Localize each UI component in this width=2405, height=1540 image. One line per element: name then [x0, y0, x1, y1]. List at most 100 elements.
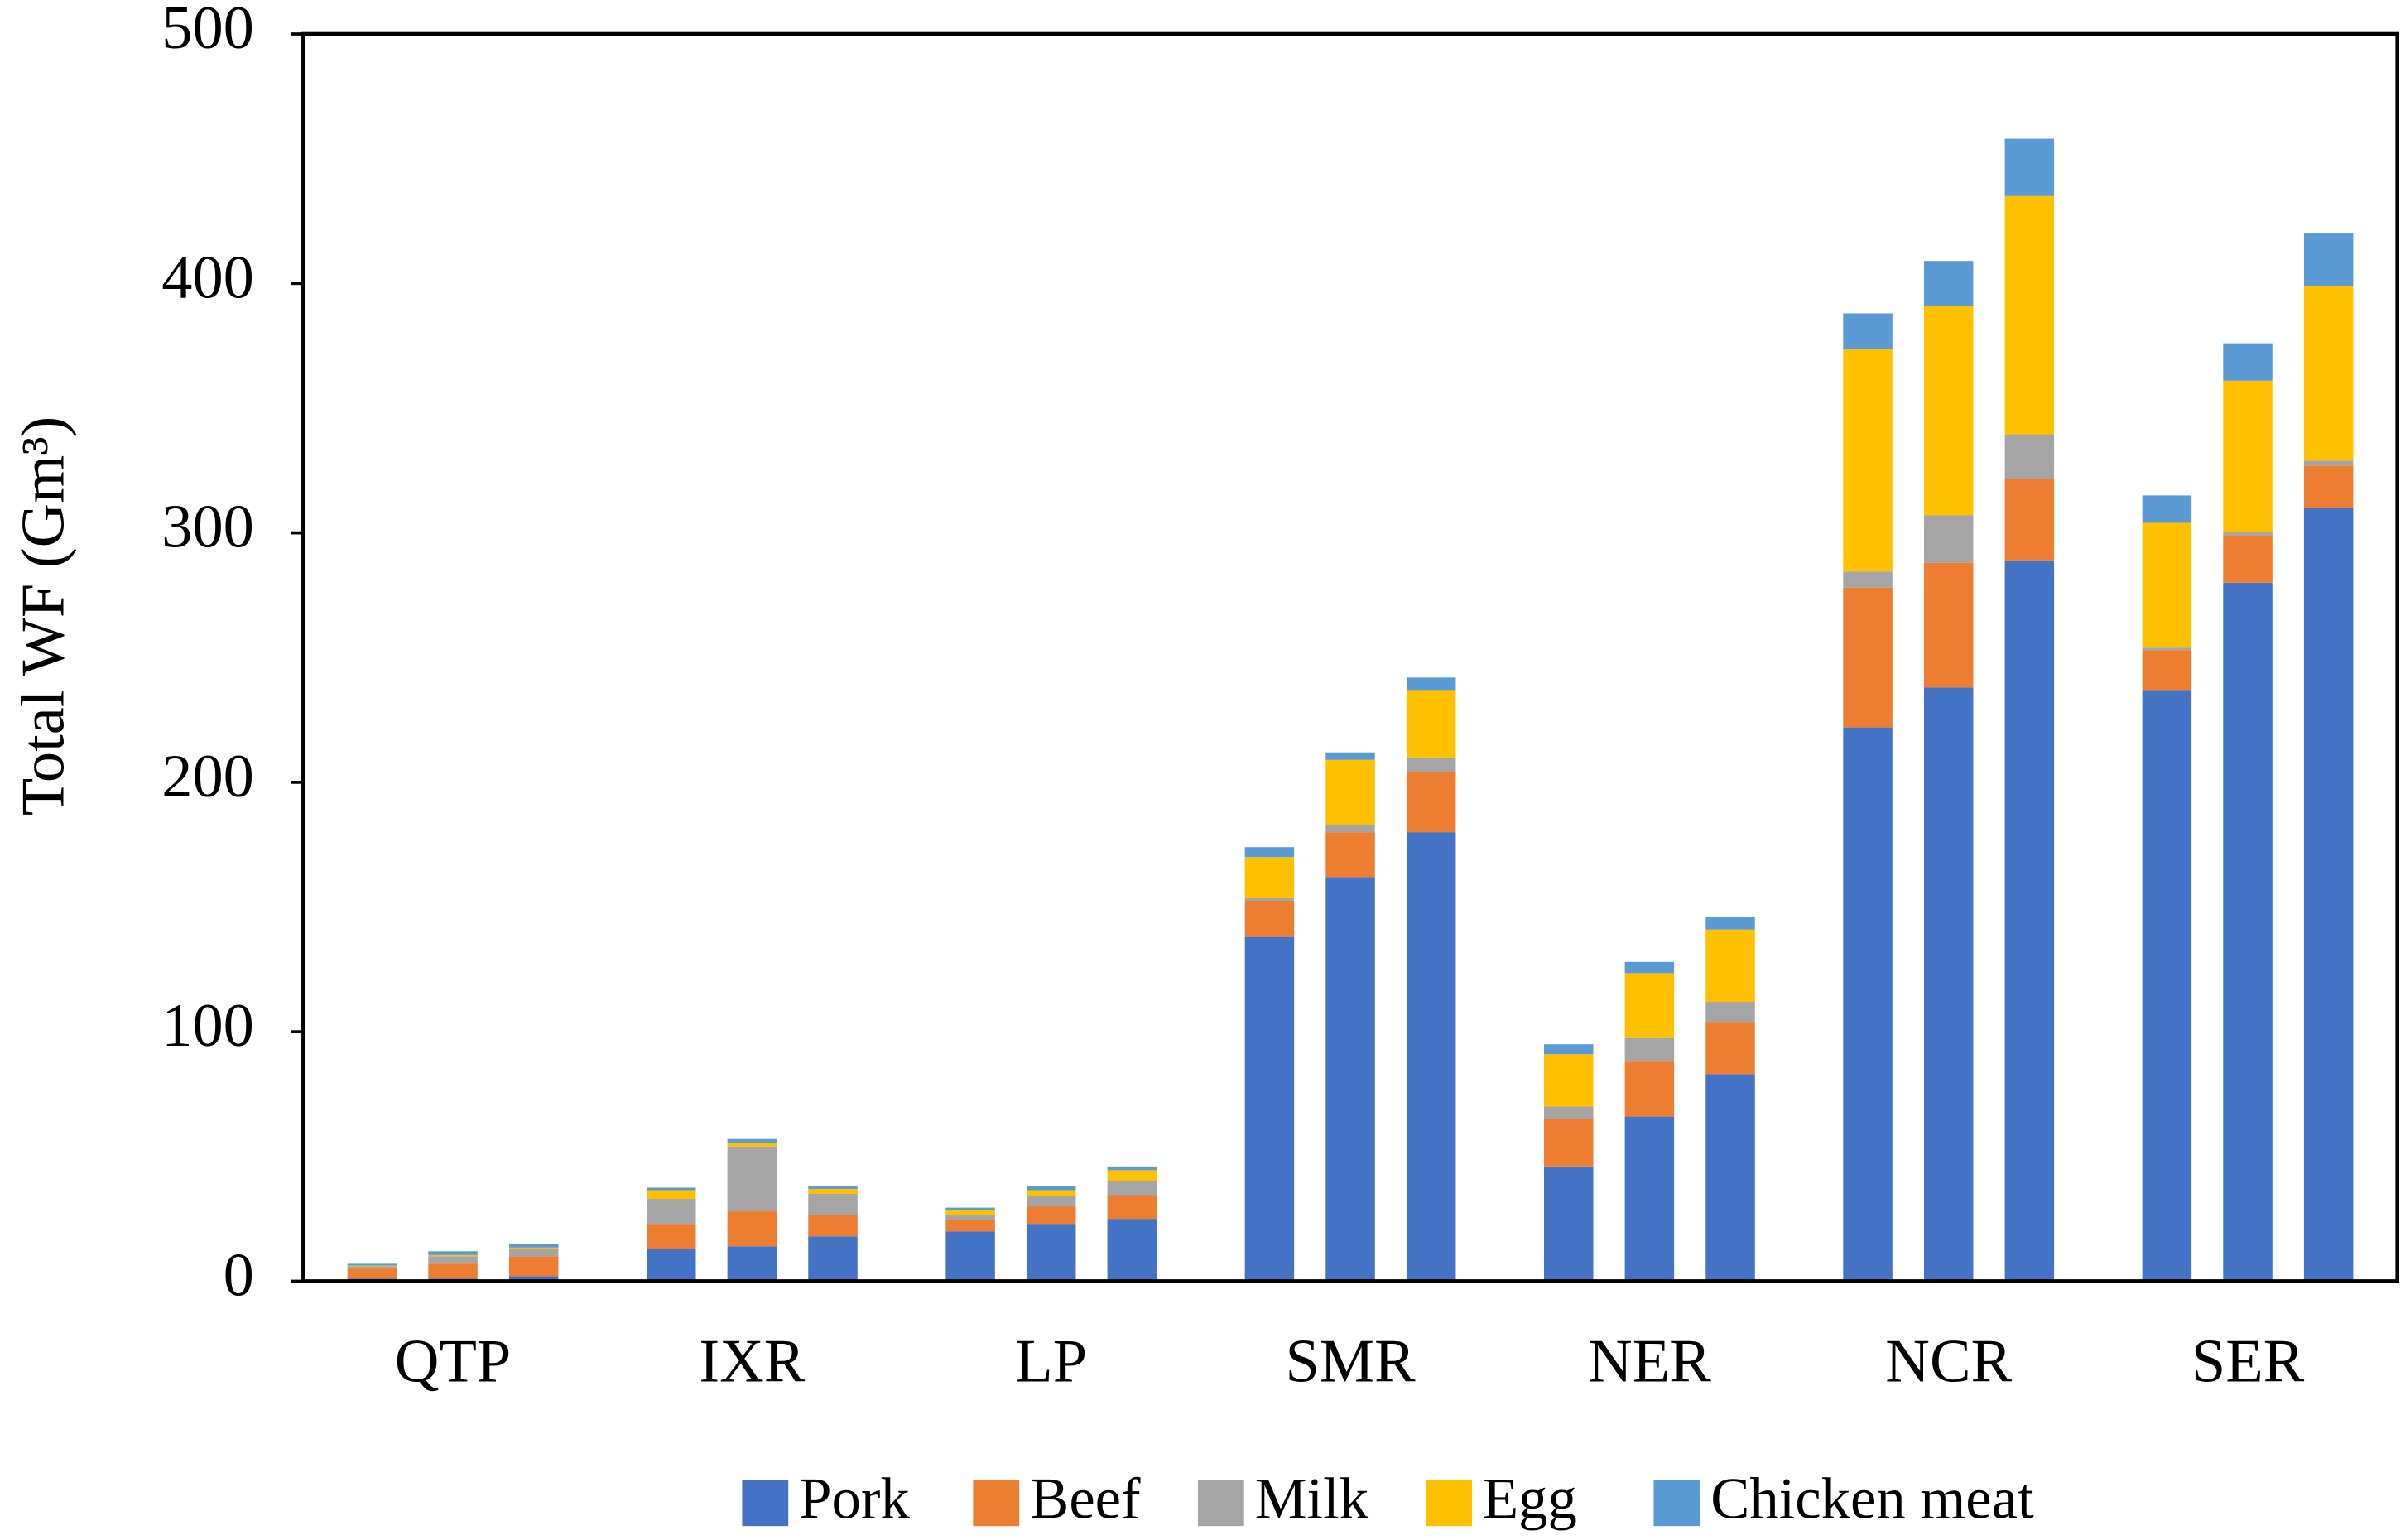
- bar-segment: [1107, 1166, 1157, 1171]
- bar-segment: [1923, 261, 1974, 306]
- bar-segment: [1843, 571, 1893, 588]
- y-tick-label: 0: [224, 1242, 254, 1310]
- bar-segment: [1543, 1044, 1594, 1055]
- bar-segment: [428, 1263, 478, 1279]
- y-axis-label: Total WF (Gm³): [10, 416, 78, 816]
- bar-segment: [646, 1249, 696, 1282]
- bar-segment: [1325, 825, 1375, 833]
- bar-segment: [508, 1249, 559, 1257]
- bar-segment: [1705, 929, 1755, 1003]
- bar-segment: [1406, 690, 1456, 758]
- bar-segment: [646, 1187, 696, 1191]
- legend-label: Beef: [1030, 1466, 1141, 1531]
- bar-segment: [508, 1244, 559, 1248]
- bar-segment: [1026, 1186, 1076, 1191]
- bar-segment: [2142, 647, 2192, 651]
- legend-swatch: [1197, 1480, 1244, 1527]
- bar-segment: [2142, 650, 2192, 691]
- bar-segment: [1923, 515, 1974, 563]
- bar-segment: [1325, 759, 1375, 825]
- bar-segment: [808, 1188, 858, 1195]
- plot-frame: [301, 31, 2400, 1283]
- bar-segment: [646, 1224, 696, 1249]
- y-tick-label: 300: [161, 493, 254, 561]
- bar-segment: [347, 1266, 397, 1269]
- x-tick-label: SER: [2191, 1328, 2305, 1396]
- legend-swatch: [1653, 1480, 1700, 1527]
- x-tick-label: NCR: [1885, 1328, 2012, 1396]
- bar-segment: [1705, 917, 1755, 930]
- bar-segment: [1406, 772, 1456, 833]
- bar-segment: [1624, 1061, 1675, 1117]
- bar-segment: [508, 1256, 559, 1277]
- bar-segment: [347, 1268, 397, 1279]
- bar-segment: [808, 1194, 858, 1215]
- bar-segment: [1543, 1054, 1594, 1107]
- bar-segment: [1843, 727, 1893, 1282]
- bar-segment: [2303, 233, 2354, 286]
- bar-segment: [945, 1231, 995, 1282]
- bar-segment: [1624, 1037, 1675, 1062]
- bar-segment: [2303, 460, 2354, 466]
- bar-segment: [2303, 508, 2354, 1282]
- x-tick-label: QTP: [395, 1328, 512, 1396]
- bar-segment: [1325, 752, 1375, 760]
- bar-segment: [1923, 306, 1974, 516]
- bar-segment: [1325, 877, 1375, 1282]
- bar-segment: [2004, 138, 2055, 196]
- bar-segment: [1624, 1116, 1675, 1282]
- x-tick-label: LP: [1015, 1328, 1087, 1396]
- bar-segment: [945, 1220, 995, 1232]
- bar-segment: [808, 1186, 858, 1189]
- bar-segment: [508, 1247, 559, 1249]
- bar-segment: [508, 1276, 559, 1282]
- bar-segment: [646, 1199, 696, 1225]
- bar-segment: [2223, 582, 2273, 1282]
- legend-label: Milk: [1255, 1466, 1369, 1531]
- bar-segment: [2142, 522, 2192, 648]
- bar-segment: [2223, 535, 2273, 583]
- legend-label: Pork: [799, 1466, 910, 1531]
- bar-segment: [1026, 1206, 1076, 1225]
- bar-segment: [1107, 1181, 1157, 1196]
- bar-segment: [2223, 343, 2273, 381]
- bar-segment: [1244, 936, 1295, 1282]
- bar-segment: [1543, 1106, 1594, 1119]
- y-tick-label: 400: [161, 243, 254, 311]
- bar-segment: [1705, 1002, 1755, 1023]
- bar-segment: [1705, 1022, 1755, 1075]
- bar-segment: [727, 1211, 777, 1247]
- legend-label: Egg: [1483, 1466, 1577, 1531]
- bar-segment: [428, 1251, 478, 1255]
- bar-segment: [1026, 1196, 1076, 1207]
- bar-segment: [727, 1143, 777, 1147]
- bar-segment: [1624, 961, 1675, 974]
- bar-segment: [1543, 1119, 1594, 1167]
- x-tick-label: IXR: [699, 1328, 805, 1396]
- bar-segment: [2004, 434, 2055, 479]
- bar-segment: [1244, 900, 1295, 937]
- bar-segment: [1406, 757, 1456, 772]
- bar-segment: [2142, 495, 2192, 523]
- y-tick-label: 200: [161, 743, 254, 811]
- bar-segment: [1026, 1224, 1076, 1282]
- bar-segment: [2223, 532, 2273, 536]
- bar-segment: [727, 1138, 777, 1143]
- bar-segment: [428, 1256, 478, 1264]
- bar-segment: [1244, 857, 1295, 898]
- bar-segment: [945, 1207, 995, 1210]
- legend-swatch: [742, 1480, 789, 1527]
- bar-segment: [945, 1215, 995, 1220]
- bar-segment: [1107, 1219, 1157, 1282]
- bar-segment: [1624, 973, 1675, 1038]
- bar-segment: [2004, 195, 2055, 435]
- bar-segment: [2004, 479, 2055, 561]
- bar-segment: [945, 1210, 995, 1215]
- bar-segment: [1923, 562, 1974, 688]
- bar-segment: [727, 1146, 777, 1212]
- bar-segment: [1026, 1190, 1076, 1197]
- bar-segment: [1543, 1166, 1594, 1282]
- bar-segment: [2303, 286, 2354, 461]
- bar-segment: [1107, 1170, 1157, 1181]
- bar-segment: [2223, 380, 2273, 532]
